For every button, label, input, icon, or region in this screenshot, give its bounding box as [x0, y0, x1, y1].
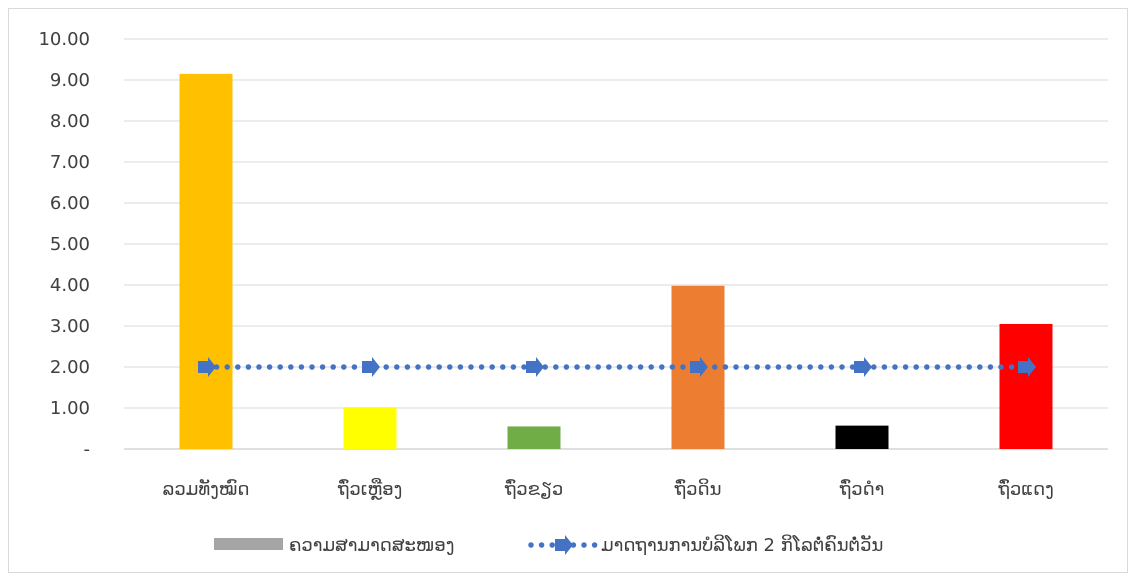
bar: [343, 407, 397, 449]
y-tick-label: 8.00: [50, 111, 90, 132]
bars: [179, 73, 1053, 449]
legend-line-marker: [555, 535, 573, 555]
bar: [507, 426, 561, 449]
line-marker: [526, 357, 544, 377]
x-tick-label: ຖົ່ວຂຽວ: [504, 478, 564, 500]
line-marker: [198, 357, 216, 377]
y-tick-label: -: [84, 439, 91, 460]
y-tick-label: 9.00: [50, 70, 90, 91]
y-axis-ticks: - 1.00 2.00 3.00 4.00 5.00 6.00 7.00 8.00 9.00 10.…: [38, 29, 90, 460]
y-tick-label: 6.00: [50, 193, 90, 214]
legend-swatch-bar: [214, 538, 283, 550]
x-axis-categories: ລວມທັງໝົດ ຖົ່ວເຫຼືອງ ຖົ່ວຂຽວ ຖົ່ວດິນ ຖົ່ວດຳ ຖ…: [163, 478, 1054, 501]
x-tick-label: ຖົ່ວດິນ: [674, 478, 722, 500]
line-marker: [362, 357, 380, 377]
y-tick-label: 5.00: [50, 234, 90, 255]
x-tick-label: ຖົ່ວດຳ: [839, 478, 885, 500]
x-tick-label: ລວມທັງໝົດ: [163, 478, 250, 500]
standard-line: [198, 357, 1036, 377]
y-tick-label: 4.00: [50, 275, 90, 296]
bar: [999, 323, 1053, 449]
gridlines: [124, 38, 1108, 450]
x-tick-label: ຖົ່ວເຫຼືອງ: [337, 478, 403, 501]
bar: [179, 73, 233, 449]
y-tick-label: 3.00: [50, 316, 90, 337]
line-marker: [1018, 357, 1036, 377]
legend-label-standard: ມາດຖານການບໍລິໂພກ 2 ກິໂລຕໍ່ຄົນຕໍ່ວັນ: [601, 534, 883, 556]
y-tick-label: 1.00: [50, 398, 90, 419]
legend: ຄວາມສາມາດສະໜອງ ມາດຖານການບໍລິໂພກ 2 ກິໂລຕໍ່…: [214, 534, 883, 556]
line-marker: [690, 357, 708, 377]
y-tick-label: 10.00: [38, 29, 90, 50]
y-tick-label: 7.00: [50, 152, 90, 173]
x-tick-label: ຖົ່ວແດງ: [997, 478, 1054, 500]
y-tick-label: 2.00: [50, 357, 90, 378]
legend-label-supply: ຄວາມສາມາດສະໜອງ: [289, 535, 454, 556]
line-marker: [854, 357, 872, 377]
bar: [835, 425, 889, 449]
